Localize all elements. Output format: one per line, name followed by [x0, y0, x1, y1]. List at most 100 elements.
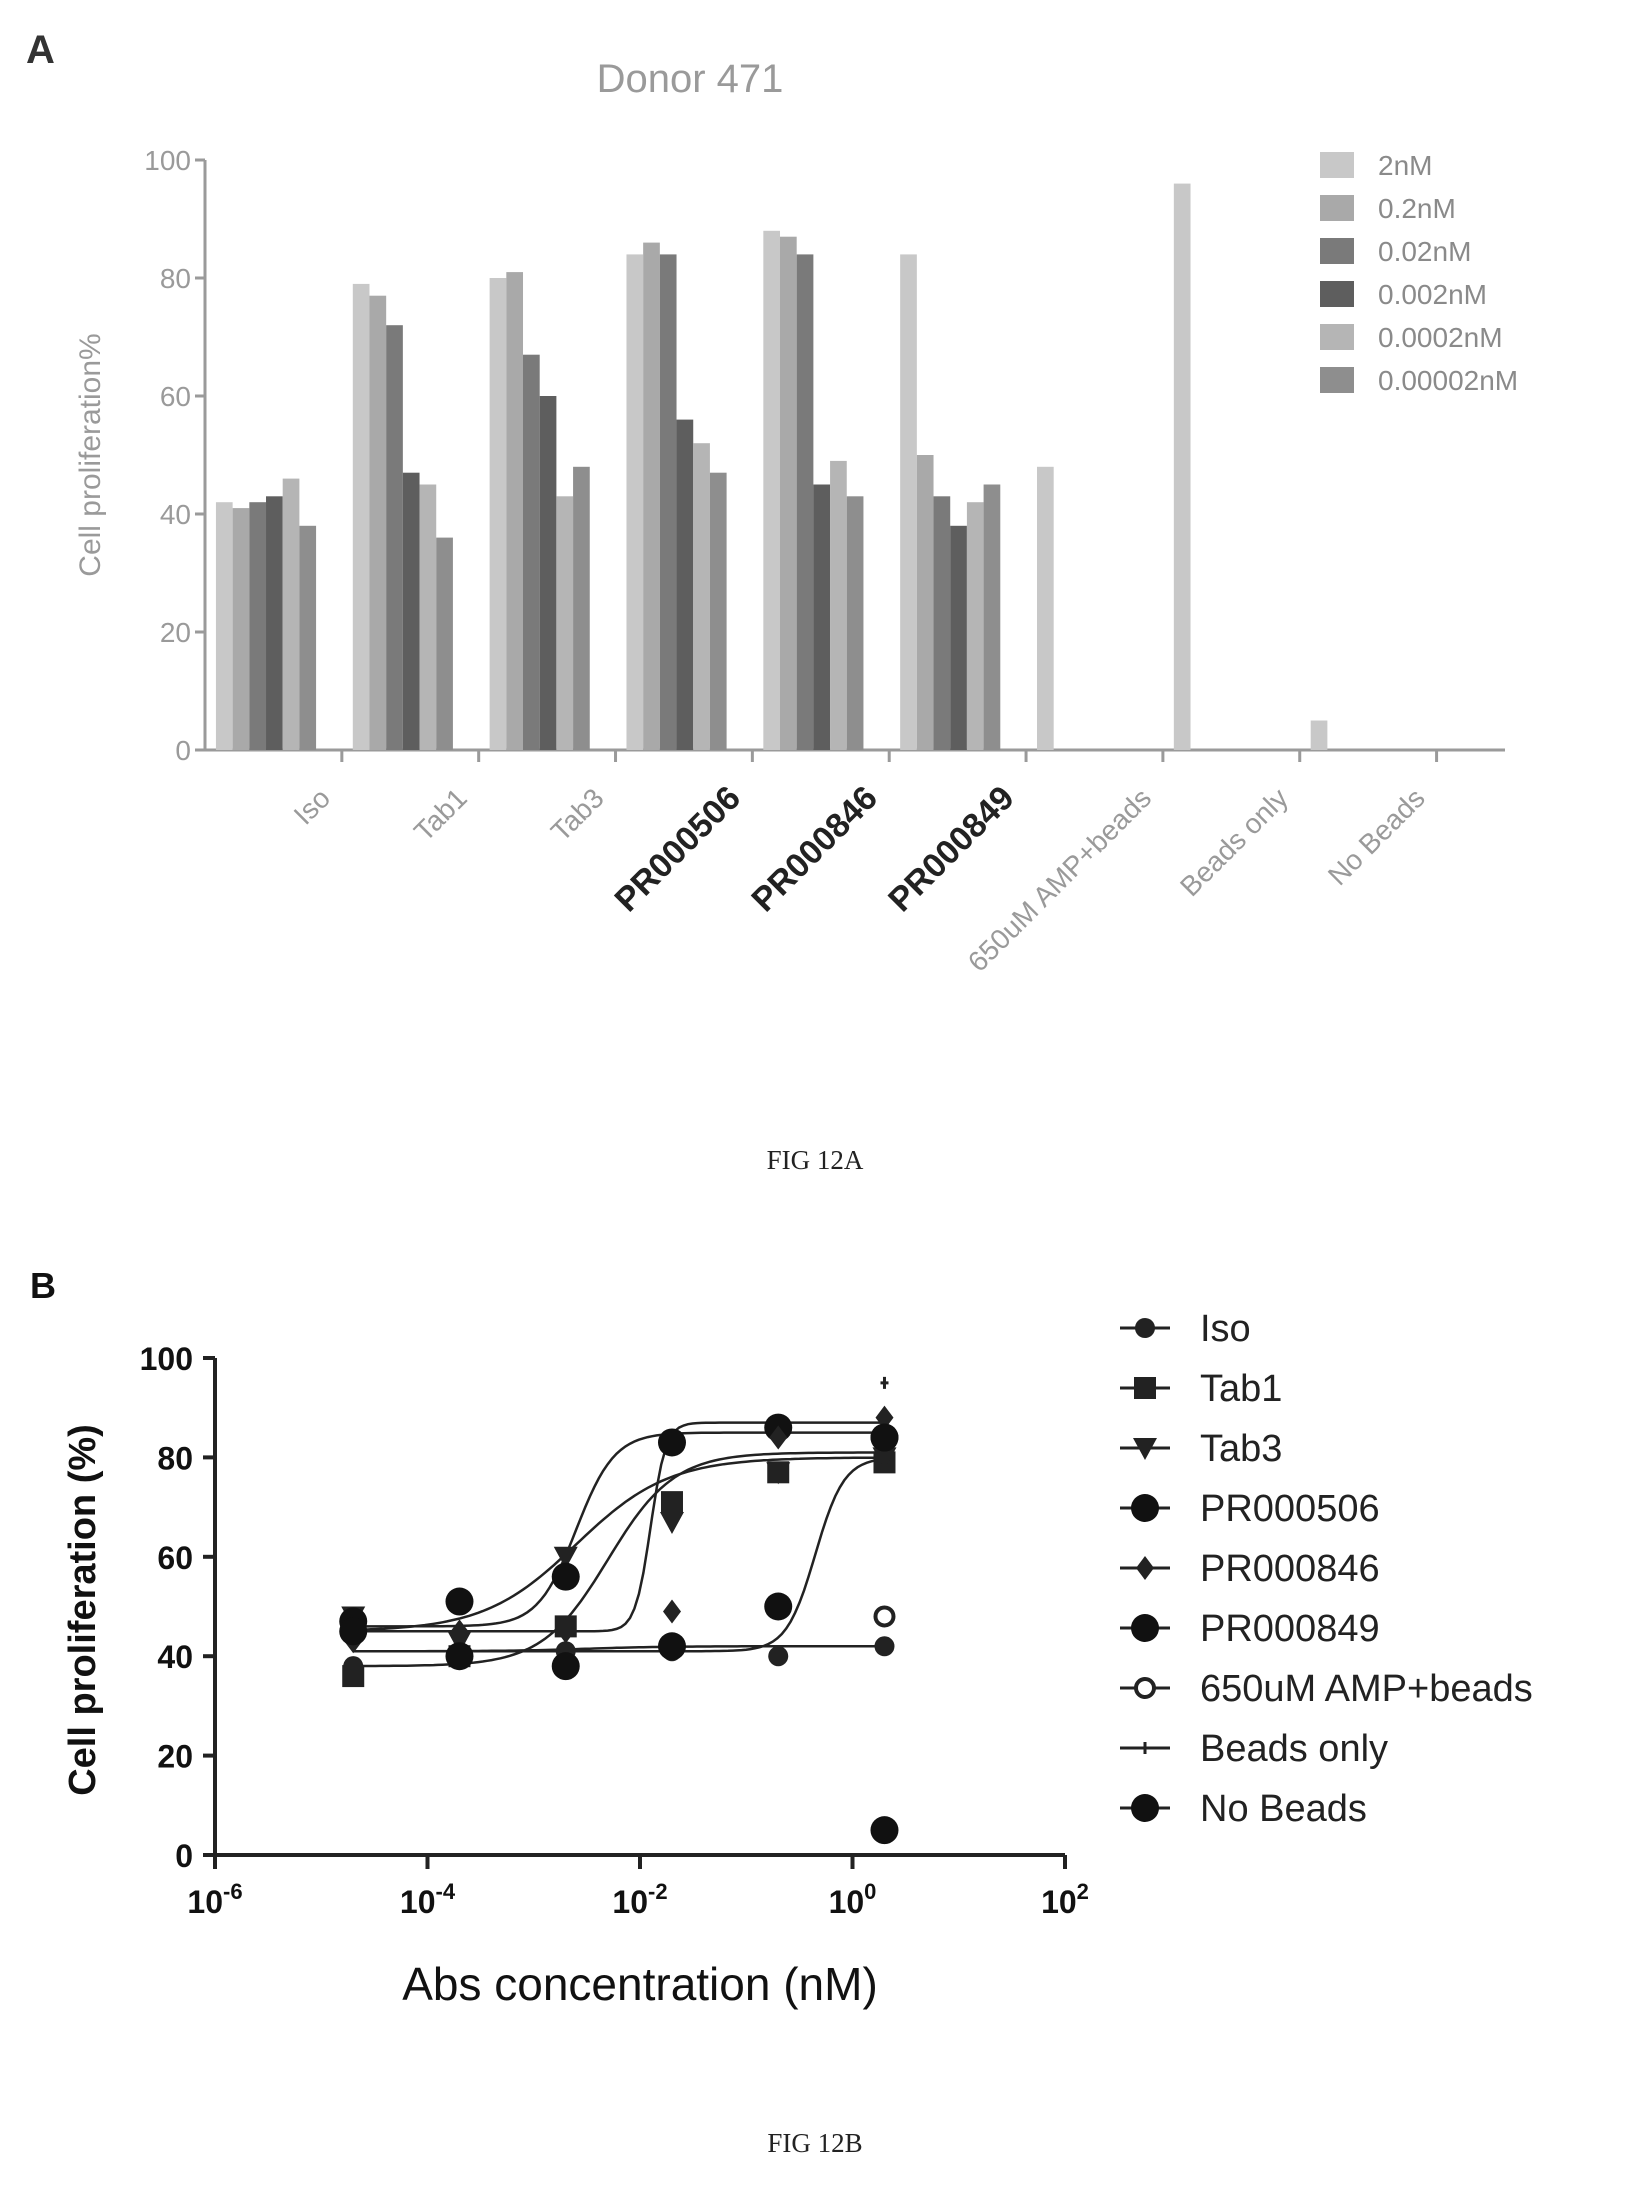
legend-label-0-002nm: 0.002nM [1378, 279, 1487, 310]
panel-b: B Cell proliferation (%) Abs concentratio… [0, 1240, 1630, 2100]
point-tab1 [660, 1491, 683, 1514]
x-tick-label-no-beads: No Beads [1322, 782, 1431, 891]
legend-swatch-0-00002nm [1320, 367, 1354, 393]
x-axis-label: Abs concentration (nM) [402, 1958, 878, 2010]
bar-iso-0-0002nm [282, 478, 300, 750]
legend-marker-tab3 [1133, 1438, 1157, 1460]
legend-label-0-02nm: 0.02nM [1378, 236, 1471, 267]
bar-pr000849-0-2nm [916, 455, 934, 750]
point-pr000849 [657, 1632, 686, 1661]
x-tick-label: 10-4 [400, 1879, 456, 1920]
bar-650um-amp-beads-2nm [1037, 466, 1054, 750]
bar-pr000846-0-2nm [780, 236, 797, 750]
point-tab1 [342, 1665, 365, 1688]
y-tick-label: 20 [157, 1739, 193, 1775]
bar-pr000506-0-002nm [676, 419, 694, 750]
caption-fig-12a: FIG 12A [766, 1145, 864, 1175]
bar-pr000846-0-002nm [813, 484, 831, 750]
point-pr000849 [870, 1423, 899, 1452]
y-tick-label: 40 [160, 499, 191, 530]
point-pr000846 [450, 1619, 469, 1644]
y-tick-label: 100 [140, 1341, 193, 1377]
bar-iso-0-02nm [249, 502, 267, 750]
legend-label-0-00002nm: 0.00002nM [1378, 365, 1518, 396]
point-pr000849 [445, 1642, 474, 1671]
bar-tab1-0-0002nm [419, 484, 437, 750]
panel-a-letter: A [26, 28, 55, 72]
bar-pr000846-0-02nm [796, 254, 814, 750]
bar-pr000849-2nm [900, 254, 917, 750]
point-pr000506 [551, 1562, 580, 1591]
x-tick-label-beads-only: Beads only [1174, 782, 1294, 902]
bar-no-beads-2nm [1310, 720, 1328, 750]
bar-pr000846-0-0002nm [830, 460, 847, 750]
bar-iso-0-002nm [266, 496, 283, 750]
bar-pr000506-0-2nm [643, 242, 660, 750]
legend-label-beads-only: Beads only [1200, 1728, 1388, 1770]
fit-curve-tab3 [353, 1456, 889, 1632]
y-axis-label: Cell proliferation% [74, 333, 107, 576]
legend-label-650um-amp-beads: 650uM AMP+beads [1200, 1668, 1533, 1710]
point-650um-amp-beads [873, 1605, 896, 1628]
x-tick-label: 102 [1041, 1879, 1089, 1920]
legend-label-pr000849: PR000849 [1200, 1608, 1380, 1650]
legend-label-pr000506: PR000506 [1200, 1488, 1380, 1530]
point-tab3 [766, 1462, 791, 1485]
x-tick-label: 100 [829, 1879, 877, 1920]
legend-marker-pr000849 [1131, 1614, 1159, 1642]
fit-curve-pr000846 [353, 1421, 889, 1633]
bar-chart: Donor 471 Cell proliferation% 0 20 40 60 80 100… [74, 57, 1518, 978]
legend-marker-beads-only [1141, 1742, 1149, 1754]
x-tick-label-pr000849: PR000849 [881, 779, 1021, 919]
bar-tab3-0-002nm [539, 396, 557, 750]
legend-marker-iso [1135, 1318, 1155, 1338]
y-tick-label: 60 [157, 1540, 193, 1576]
legend-marker-no-beads [1131, 1794, 1159, 1822]
y-tick-label: 80 [160, 263, 191, 294]
bar-tab3-0-2nm [506, 272, 524, 750]
legend-label-iso: Iso [1200, 1308, 1251, 1350]
bar-tab3-0-00002nm [573, 466, 590, 750]
x-tick-label-pr000506: PR000506 [608, 779, 748, 919]
bar-pr000506-0-00002nm [709, 472, 727, 750]
legend-label-tab3: Tab3 [1200, 1428, 1282, 1470]
panel-b-letter: B [30, 1265, 56, 1306]
point-pr000846 [769, 1425, 788, 1450]
legend-marker-pr000506 [1131, 1494, 1159, 1522]
bar-tab3-0-02nm [523, 354, 540, 750]
legend-swatch-0-2nm [1320, 195, 1354, 221]
legend-label-tab1: Tab1 [1200, 1368, 1282, 1410]
bar-beads-only-2nm [1173, 183, 1191, 751]
dose-response-chart: Cell proliferation (%) Abs concentration … [62, 1308, 1533, 2010]
bar-tab1-2nm [352, 283, 370, 750]
point-pr000846 [556, 1619, 575, 1644]
legend-marker-tab1 [1134, 1377, 1156, 1399]
bar-pr000506-0-0002nm [693, 443, 710, 750]
chart-title: Donor 471 [597, 57, 784, 101]
bar-tab1-0-02nm [386, 325, 403, 750]
x-tick-label: 10-2 [612, 1879, 667, 1920]
point-iso [768, 1646, 789, 1667]
legend-label-0-2nm: 0.2nM [1378, 193, 1456, 224]
point-tab3 [659, 1512, 684, 1535]
point-tab3 [553, 1546, 578, 1569]
legend-swatch-2nm [1320, 152, 1354, 178]
bar-pr000846-2nm [763, 230, 781, 751]
bar-pr000849-0-002nm [950, 525, 967, 750]
x-tick-label: 10-6 [187, 1879, 242, 1920]
legend-swatch-0-0002nm [1320, 324, 1354, 350]
point-pr000849 [551, 1652, 580, 1681]
bar-tab1-0-002nm [402, 472, 420, 750]
panel-a: A Donor 471 Cell proliferation% 0 20 40 60 80 1… [26, 28, 1518, 978]
bar-pr000849-0-00002nm [983, 484, 1001, 750]
legend-label-pr000846: PR000846 [1200, 1548, 1380, 1590]
bar-pr000506-0-02nm [659, 254, 677, 750]
x-tick-label-iso: Iso [288, 782, 336, 830]
legend-swatch-0-02nm [1320, 238, 1354, 264]
point-pr000506 [657, 1428, 686, 1457]
legend-label-0-0002nm: 0.0002nM [1378, 322, 1503, 353]
y-axis-label: Cell proliferation (%) [62, 1424, 104, 1796]
legend-label-no-beads: No Beads [1200, 1788, 1367, 1830]
y-tick-label: 0 [175, 1838, 193, 1874]
point-pr000506 [445, 1587, 474, 1616]
